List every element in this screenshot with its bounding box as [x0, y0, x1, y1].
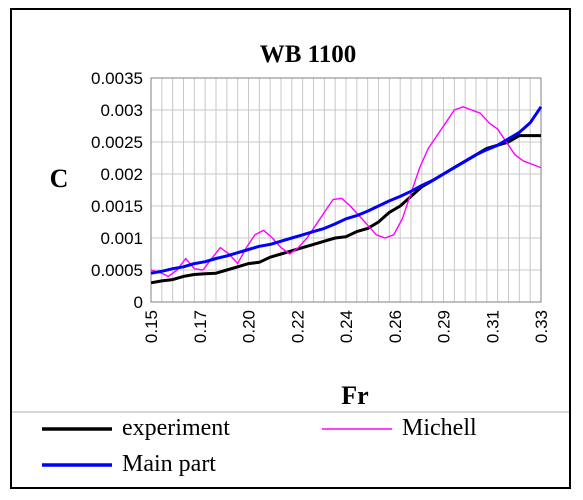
chart-title: WB 1100 — [260, 41, 357, 68]
grid — [151, 78, 541, 302]
legend-label: Michell — [402, 415, 477, 441]
y-tick-label: 0 — [134, 293, 143, 312]
legend: experiment Michell Main part — [42, 415, 477, 477]
x-tick-label: 0.31 — [483, 310, 502, 343]
x-tick-label: 0.24 — [337, 310, 356, 343]
y-axis-label: C — [50, 164, 69, 193]
series-line-main-part — [150, 105, 543, 275]
y-tick-label: 0.002 — [100, 165, 143, 184]
x-tick-label: 0.29 — [435, 310, 454, 343]
series-layer — [150, 105, 543, 285]
x-tick-labels: 0.15 0.17 0.20 0.22 0.24 0.26 0.29 0.31 0.33 — [142, 310, 551, 343]
y-tick-label: 0.0015 — [91, 197, 143, 216]
x-tick-label: 0.33 — [532, 310, 551, 343]
legend-label: Main part — [122, 451, 216, 477]
y-tick-label: 0.0025 — [91, 133, 143, 152]
series-line-michell — [150, 106, 542, 278]
y-tick-labels: 0 0.0005 0.001 0.0015 0.002 0.0025 0.003 0.0035 — [91, 69, 143, 312]
y-tick-label: 0.0005 — [91, 261, 143, 280]
y-tick-label: 0.0035 — [91, 69, 143, 88]
chart-frame: 0 0.0005 0.001 0.0015 0.002 0.0025 0.003 0.0035… — [10, 8, 571, 489]
plot-area — [150, 77, 542, 303]
y-tick-label: 0.003 — [100, 101, 143, 120]
x-axis-label: Fr — [341, 381, 368, 410]
y-tick-label: 0.001 — [100, 229, 143, 248]
x-tick-label: 0.15 — [142, 310, 161, 343]
x-tick-label: 0.22 — [288, 310, 307, 343]
x-tick-label: 0.20 — [240, 310, 259, 343]
chart-svg: 0 0.0005 0.001 0.0015 0.002 0.0025 0.003 0.0035… — [12, 41, 569, 477]
x-tick-label: 0.26 — [386, 310, 405, 343]
legend-label: experiment — [122, 415, 230, 441]
x-tick-label: 0.17 — [191, 310, 210, 343]
